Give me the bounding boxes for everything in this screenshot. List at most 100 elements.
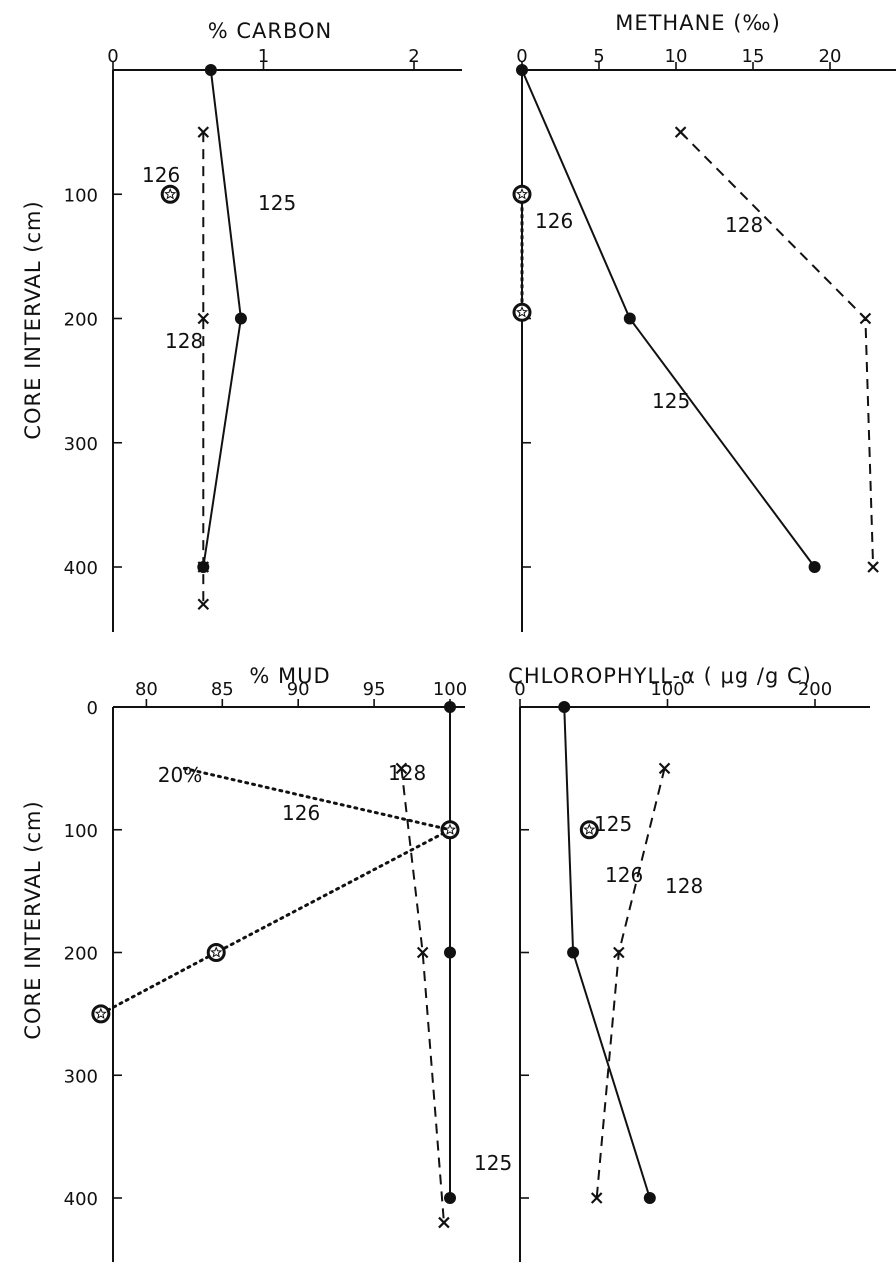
- data-point-x: [197, 312, 210, 325]
- series-label-126: 126: [282, 801, 320, 825]
- data-point-dot: [567, 946, 580, 959]
- data-point-x: [859, 312, 872, 325]
- x-tick-label: 0: [514, 679, 525, 700]
- y-tick-label: 200: [64, 944, 98, 965]
- data-point-star-glyph: [164, 187, 177, 200]
- x-tick-label: 80: [135, 679, 158, 700]
- x-tick-label: 90: [287, 679, 310, 700]
- data-point-star: [206, 943, 226, 962]
- x-tick-label: 100: [650, 679, 684, 700]
- data-point-dot: [808, 561, 821, 573]
- data-point-dot: [444, 946, 456, 959]
- data-point-dot: [444, 701, 456, 713]
- y-tick-label: 0: [87, 698, 98, 719]
- data-point-star-glyph: [583, 823, 596, 835]
- series-label-125: 125: [258, 191, 296, 215]
- data-point-x: [590, 1192, 603, 1204]
- data-point-dot: [516, 64, 528, 76]
- data-point-x-stroke: [197, 561, 210, 573]
- data-point-x-stroke: [674, 126, 687, 138]
- x-tick-label: 100: [433, 679, 467, 700]
- x-tick-label: 200: [798, 679, 832, 700]
- data-point-x: [674, 126, 687, 138]
- data-point-x: [416, 946, 429, 959]
- data-point-dot: [558, 701, 571, 713]
- data-point-x-stroke: [197, 598, 210, 611]
- data-point-x: [197, 598, 210, 611]
- data-point-x-stroke: [590, 1192, 603, 1204]
- x-tick-label: 85: [211, 679, 234, 700]
- data-point-star: [160, 184, 180, 204]
- series-label-128: 128: [388, 761, 426, 785]
- data-point-star: [512, 302, 532, 322]
- data-point-x-stroke: [416, 946, 429, 959]
- series-label-125: 125: [474, 1151, 512, 1175]
- data-point-dot: [623, 312, 636, 325]
- x-tick-label: 0: [516, 46, 527, 67]
- chart-mud: % MUD 80 85 90 95 100 0 100 200 300 400 125 128 126 20…: [64, 664, 512, 1262]
- x-tick-label: 5: [593, 46, 604, 67]
- series-label-128: 128: [725, 213, 763, 237]
- y-tick-label: 300: [64, 1066, 98, 1087]
- series-label-126: 126: [535, 209, 573, 233]
- series-label-126: 126: [142, 163, 180, 187]
- series-line-128: [679, 131, 875, 568]
- data-point-x: [438, 1216, 450, 1229]
- chart-methane: METHANE (‰) 0 5 10 15 20 125 128 126: [512, 11, 896, 632]
- data-point-dot: [643, 1192, 656, 1204]
- data-point-star: [91, 1004, 111, 1024]
- series-label-128: 128: [165, 329, 203, 353]
- y-tick-label: 300: [64, 434, 98, 455]
- data-point-x: [613, 946, 625, 959]
- data-point-star: [579, 820, 599, 840]
- data-point-x: [197, 126, 210, 138]
- data-point-x: [867, 561, 879, 573]
- data-point-star: [512, 184, 532, 204]
- chart-annotation: 20%: [158, 763, 202, 787]
- x-tick-label: 20: [819, 46, 842, 67]
- series-label-125: 125: [594, 812, 632, 836]
- data-point-x: [197, 561, 210, 573]
- data-point-x-stroke: [867, 561, 879, 573]
- series-label-126: 126: [605, 863, 643, 887]
- series-line-126-upper: [182, 766, 452, 832]
- series-label-125: 125: [652, 389, 690, 413]
- data-point-x: [395, 762, 408, 775]
- data-point-x-stroke: [859, 312, 872, 325]
- chart-chlorophyll: CHLOROPHYLL-α ( μg /g C)0 100 200 125 128 126: [508, 664, 870, 1262]
- data-point-x-stroke: [613, 946, 625, 959]
- series-line-125: [521, 69, 816, 568]
- x-tick-label: 0: [107, 46, 118, 67]
- x-tick-label: 95: [363, 679, 386, 700]
- data-point-x-stroke: [395, 762, 408, 775]
- y-tick-label: 400: [64, 558, 98, 579]
- data-point-star-glyph: [94, 1007, 107, 1020]
- data-point-star-glyph: [515, 187, 529, 200]
- data-point-dot: [444, 1192, 456, 1204]
- chart-title: % CARBON: [208, 19, 333, 43]
- data-point-x: [658, 762, 671, 775]
- y-tick-label: 400: [64, 1189, 98, 1210]
- series-line-126: [99, 828, 452, 1016]
- data-point-x-stroke: [438, 1216, 450, 1229]
- x-tick-label: 15: [742, 46, 765, 67]
- x-tick-label: 1: [258, 46, 269, 67]
- data-point-x-stroke: [197, 312, 210, 325]
- data-point-x-stroke: [197, 126, 210, 138]
- data-point-star-glyph: [515, 305, 529, 318]
- data-point-star: [440, 820, 460, 840]
- y-tick-label: 200: [64, 310, 98, 331]
- chart-title: METHANE (‰): [615, 11, 781, 35]
- y-axis-label-top: CORE INTERVAL (cm): [21, 200, 45, 439]
- y-tick-label: 100: [64, 821, 98, 842]
- chart-carbon: % CARBON 0 1 2 100 200 300 400 125 128 126: [64, 19, 462, 632]
- data-point-dot: [234, 312, 247, 325]
- series-line-128: [400, 768, 445, 1223]
- y-tick-label: 100: [64, 185, 98, 206]
- x-tick-label: 2: [408, 46, 419, 67]
- chart-title: % MUD: [249, 664, 330, 688]
- series-label-128: 128: [665, 874, 703, 898]
- chart-title: CHLOROPHYLL-α ( μg /g C): [508, 664, 812, 688]
